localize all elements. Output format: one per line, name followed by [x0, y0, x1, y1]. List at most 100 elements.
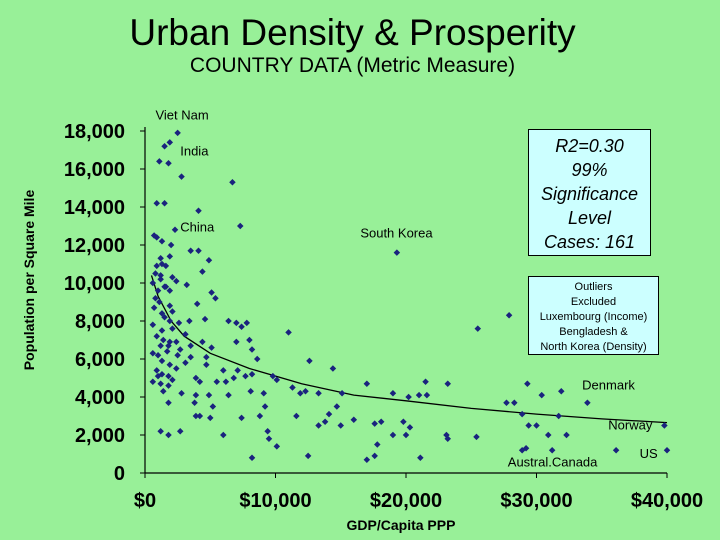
- data-point: [415, 391, 423, 399]
- data-point: [238, 414, 245, 422]
- data-point: [389, 431, 397, 439]
- data-point: [264, 427, 271, 435]
- y-tick-label: 6,000: [75, 349, 125, 371]
- data-point: [233, 319, 240, 327]
- data-point: [182, 359, 189, 367]
- data-point: [402, 431, 410, 439]
- data-point: [149, 378, 157, 386]
- data-point: [182, 331, 189, 338]
- data-point: [209, 403, 217, 410]
- point-annotation: Austral.Canada: [508, 454, 598, 469]
- data-point: [371, 420, 378, 427]
- stats-line: Cases: 161: [543, 232, 636, 252]
- data-point: [285, 329, 292, 336]
- data-point: [158, 370, 166, 378]
- data-point: [158, 327, 166, 334]
- data-point: [558, 388, 565, 395]
- data-point: [161, 313, 168, 321]
- data-point: [329, 365, 337, 372]
- data-point: [511, 399, 518, 406]
- outlier-note-line: Outliers: [574, 281, 613, 293]
- x-tick-label: $30,000: [500, 490, 572, 512]
- data-point: [175, 319, 183, 327]
- point-annotation: Viet Nam: [155, 108, 208, 123]
- data-point: [169, 376, 176, 384]
- data-point: [661, 422, 668, 429]
- data-point: [153, 367, 160, 374]
- data-point: [363, 380, 371, 387]
- data-point: [225, 317, 232, 325]
- data-point: [304, 452, 312, 460]
- data-point: [265, 435, 273, 443]
- data-point: [243, 319, 251, 327]
- data-point: [544, 431, 552, 439]
- data-point: [165, 431, 172, 439]
- data-point: [166, 302, 174, 310]
- data-point: [201, 315, 209, 323]
- data-point: [444, 435, 452, 443]
- data-point: [293, 412, 300, 420]
- data-point: [171, 226, 179, 234]
- data-point: [166, 317, 174, 325]
- data-point: [242, 372, 249, 380]
- data-point: [260, 389, 268, 397]
- data-point: [193, 300, 201, 308]
- data-point: [337, 422, 345, 429]
- data-point: [405, 393, 412, 401]
- data-point: [166, 361, 174, 368]
- data-point: [269, 372, 277, 380]
- data-point: [206, 414, 214, 422]
- data-point: [423, 391, 431, 399]
- y-tick-label: 0: [114, 463, 125, 485]
- data-point: [584, 399, 591, 406]
- y-tick-label: 12,000: [64, 235, 125, 257]
- data-point: [149, 321, 157, 329]
- data-point: [191, 399, 198, 406]
- data-point: [152, 294, 159, 302]
- data-point: [203, 353, 210, 361]
- point-annotation: Norway: [608, 417, 653, 432]
- data-point: [474, 325, 482, 332]
- data-point: [199, 338, 206, 346]
- data-point: [192, 374, 200, 382]
- stats-line: Significance: [540, 184, 639, 204]
- data-point: [548, 446, 556, 454]
- data-point: [153, 199, 160, 207]
- data-point: [187, 247, 194, 254]
- data-point: [161, 142, 168, 150]
- data-point: [186, 317, 193, 325]
- data-point: [166, 139, 174, 146]
- data-point: [230, 374, 237, 382]
- x-tick-label: $0: [134, 490, 156, 512]
- data-point: [162, 262, 170, 270]
- data-point: [505, 312, 513, 319]
- data-point: [212, 294, 219, 302]
- data-point: [158, 357, 166, 365]
- data-point: [208, 289, 215, 296]
- data-point: [174, 351, 181, 359]
- data-point: [208, 344, 215, 351]
- data-point: [524, 380, 531, 387]
- data-point: [563, 431, 570, 439]
- data-point: [518, 410, 526, 418]
- data-point: [233, 338, 240, 346]
- data-point: [153, 332, 160, 340]
- data-point: [417, 454, 424, 462]
- data-point: [173, 277, 180, 285]
- outlier-note-box: Outliers Excluded Luxembourg (Income) Bengl…: [528, 276, 659, 355]
- point-annotation: South Korea: [360, 225, 433, 240]
- data-point: [350, 416, 358, 424]
- y-tick-label: 10,000: [64, 273, 125, 295]
- data-point: [165, 342, 172, 349]
- y-tick-label: 18,000: [64, 121, 125, 143]
- x-tick-label: $20,000: [370, 490, 442, 512]
- data-point: [157, 380, 164, 387]
- data-point: [205, 256, 213, 264]
- outlier-note-line: Luxembourg (Income): [539, 311, 648, 323]
- data-point: [195, 247, 202, 254]
- data-point: [178, 173, 185, 180]
- data-point: [273, 376, 281, 384]
- data-point: [377, 418, 385, 425]
- data-point: [165, 372, 172, 380]
- data-point: [422, 378, 429, 386]
